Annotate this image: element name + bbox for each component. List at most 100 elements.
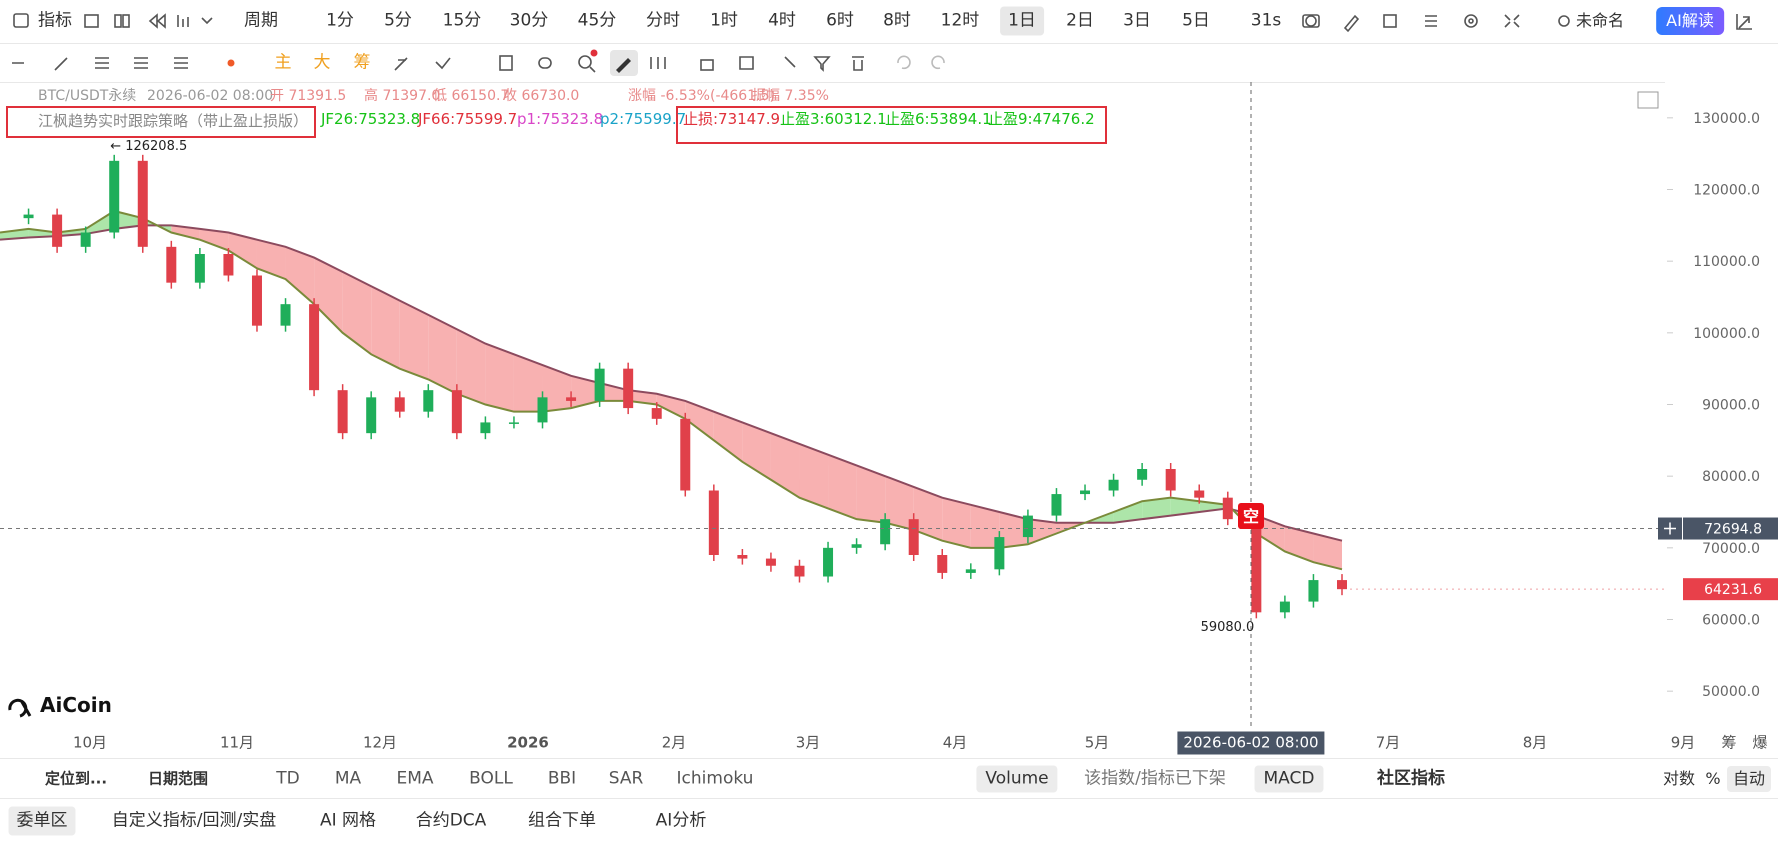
interval-button[interactable]: 8时 [883,10,911,31]
drawing-tool[interactable]: 筹 [353,52,371,73]
ohlc-item: 2026-06-02 08:00 [147,88,274,104]
candle [908,519,919,555]
bottom-tab[interactable]: 合约DCA [415,810,487,831]
low-marker: 59080.0 [1201,620,1255,635]
sub-indicator[interactable]: MACD [1254,765,1324,793]
bottom-tab[interactable]: AI 网格 [319,810,377,831]
candle [1137,469,1148,480]
bottom-tab[interactable]: 组合下单 [528,810,596,831]
band-fill [999,512,1028,548]
candle [223,254,234,276]
logo-mark [8,698,32,718]
time-label: 12月 [362,733,398,752]
date-range[interactable]: 日期范围 [147,769,209,788]
main-indicator[interactable]: TD [276,768,300,789]
candle [80,232,91,247]
candle [451,390,462,434]
scale-option[interactable]: 自动 [1726,766,1772,792]
ohlc-item: 开 71391.5 [270,88,347,104]
candle [366,397,377,434]
bottom-tab[interactable]: AI分析 [655,810,707,831]
bottom-tab[interactable]: 委单区 [8,806,76,836]
price-label: 120000.0 [1693,183,1760,199]
band-fill [285,246,315,305]
scale-option[interactable]: 对数 [1662,769,1696,788]
main-indicator[interactable]: MA [334,768,362,789]
main-indicator[interactable]: BOLL [469,768,513,789]
sub-indicator[interactable]: Volume [976,765,1058,793]
bottom-tab[interactable]: 自定义指标/回测/实盘 [111,810,277,831]
interval-button[interactable]: 1时 [710,10,738,31]
time-label: 7月 [1375,733,1401,752]
candle [1051,494,1062,516]
candle [1108,479,1119,491]
stop-value: 止盈9:47476.2 [988,110,1095,128]
candle [823,547,834,577]
stop-value: 止盈3:60312.1 [780,110,887,128]
layout-name[interactable]: 未命名 [1575,11,1625,30]
sub-indicator[interactable]: 该指数/指标已下架 [1084,768,1226,789]
main-indicator[interactable]: SAR [608,768,644,789]
interval-button[interactable]: 5分 [384,10,412,31]
toolbar-icons [12,13,1752,76]
locate-button[interactable]: 定位到... [44,769,108,788]
candle [594,368,605,401]
band-fill [685,400,714,441]
candle [737,555,748,559]
main-indicator[interactable]: EMA [396,768,434,789]
price-chart[interactable]: 130000.0 120000.0 110000.0 100000.0 90000.0 8… [0,82,1778,727]
interval-button[interactable]: 6时 [826,10,854,31]
interval-button[interactable]: 4时 [768,10,796,31]
timer[interactable]: 31s [1250,10,1282,31]
period-button[interactable]: 周期 [244,10,278,31]
drawing-tool[interactable]: 主 [274,52,292,73]
interval-button[interactable]: 30分 [509,10,549,31]
main-indicator[interactable]: BBI [547,768,577,789]
band-fill [342,271,372,355]
band-fill [713,411,743,462]
band-fill [1313,533,1342,570]
drawing-tool[interactable]: 大 [313,52,331,73]
interval-button[interactable]: 1分 [326,10,354,31]
band-fill [885,476,914,530]
signal-bg [1238,503,1264,529]
interval-button[interactable]: 分时 [646,10,680,31]
scale-option[interactable]: % [1705,769,1721,788]
candle [851,544,862,548]
candle [937,555,948,573]
interval-button[interactable]: 12时 [940,10,980,31]
strategy-name[interactable]: 江枫趋势实时跟踪策略（带止盈止损版） [38,112,309,130]
fullscreen-icon [1637,91,1659,109]
interval-button[interactable]: 2日 [1066,10,1094,31]
price-label: 130000.0 [1693,111,1760,127]
strategy-box [6,106,316,138]
stops-box [676,106,1107,144]
indicator-value: JF66:75599.7 [418,110,518,128]
time-label: 9月 [1670,733,1696,752]
band-fill [571,375,600,409]
interval-button[interactable]: 1日 [1000,6,1044,36]
band-fill [428,314,457,394]
time-label[interactable]: 爆 [1752,733,1768,752]
price-label: 110000.0 [1693,254,1760,270]
candle [251,275,262,326]
price-label: 100000.0 [1693,326,1760,342]
interval-button[interactable]: 15分 [442,10,482,31]
ai-button[interactable]: AI解读 [1656,7,1724,35]
band-fill [85,211,115,234]
candle [423,390,434,412]
indicator-button[interactable]: 指标 [38,10,72,31]
interval-button[interactable]: 45分 [577,10,617,31]
sub-indicator[interactable]: 社区指标 [1377,768,1445,789]
band-fill [456,329,486,405]
interval-button[interactable]: 5日 [1182,10,1210,31]
time-label: 11月 [219,733,255,752]
main-indicator[interactable]: Ichimoku [676,768,754,789]
time-label: 2026-06-02 08:00 [1177,731,1325,755]
logo: AiCoin [40,693,112,717]
stop-value: 止盈6:53894.1 [885,110,992,128]
time-label[interactable]: 筹 [1721,733,1737,752]
time-label: 3月 [795,733,821,752]
interval-button[interactable]: 3日 [1123,10,1151,31]
